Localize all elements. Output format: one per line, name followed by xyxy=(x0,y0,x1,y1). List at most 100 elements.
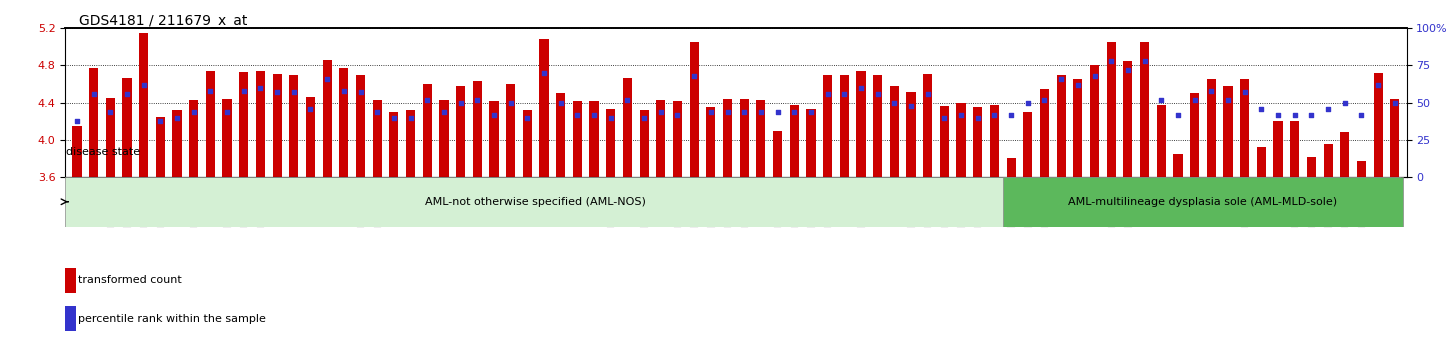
Bar xyxy=(373,100,381,177)
Bar xyxy=(1106,42,1116,177)
Point xyxy=(716,109,740,114)
Bar xyxy=(490,101,499,177)
Bar xyxy=(389,112,399,177)
Point xyxy=(483,112,506,118)
Bar xyxy=(924,74,932,177)
Point xyxy=(1266,112,1289,118)
Point xyxy=(550,100,573,105)
Point xyxy=(349,90,373,95)
Point xyxy=(632,115,655,120)
Point xyxy=(683,73,706,79)
Point xyxy=(283,90,306,95)
Point xyxy=(399,115,422,120)
Point xyxy=(866,91,889,97)
Bar xyxy=(1391,99,1399,177)
Point xyxy=(249,85,273,91)
Bar xyxy=(1273,121,1283,177)
Bar xyxy=(1306,156,1317,177)
Bar xyxy=(573,101,581,177)
Point xyxy=(1366,82,1389,88)
Text: transformed count: transformed count xyxy=(78,275,183,285)
Bar xyxy=(422,84,432,177)
Bar xyxy=(255,71,265,177)
Point xyxy=(532,70,555,76)
Point xyxy=(599,115,622,120)
Bar xyxy=(289,75,299,177)
Bar xyxy=(1340,132,1350,177)
Bar xyxy=(439,100,448,177)
Point xyxy=(265,90,289,95)
Point xyxy=(1232,90,1256,95)
Bar xyxy=(906,92,915,177)
Bar xyxy=(624,79,632,177)
Bar xyxy=(840,75,848,177)
Point xyxy=(999,112,1022,118)
Text: percentile rank within the sample: percentile rank within the sample xyxy=(78,314,267,324)
Bar xyxy=(306,97,315,177)
Bar xyxy=(1040,89,1050,177)
Bar xyxy=(1173,154,1183,177)
Point xyxy=(383,115,406,120)
Bar xyxy=(1206,79,1217,177)
Point xyxy=(132,82,155,88)
Bar xyxy=(1190,93,1199,177)
Bar xyxy=(1006,159,1015,177)
Point xyxy=(149,118,173,123)
Point xyxy=(916,91,940,97)
Point xyxy=(1132,58,1156,64)
Bar xyxy=(990,104,999,177)
Bar xyxy=(188,100,199,177)
Bar xyxy=(690,42,699,177)
Point xyxy=(465,97,489,103)
Point xyxy=(416,97,439,103)
Bar xyxy=(206,71,215,177)
Point xyxy=(1166,112,1189,118)
Bar xyxy=(857,71,866,177)
Point xyxy=(750,109,773,114)
Point xyxy=(1083,73,1106,79)
Point xyxy=(1016,100,1040,105)
Point xyxy=(950,112,973,118)
Bar xyxy=(873,75,882,177)
Bar xyxy=(222,99,232,177)
Point xyxy=(850,85,873,91)
Text: disease state: disease state xyxy=(65,147,139,157)
Point xyxy=(1050,76,1073,82)
Point xyxy=(216,109,239,114)
Bar xyxy=(606,109,615,177)
Point xyxy=(450,100,473,105)
Bar xyxy=(1090,65,1099,177)
Bar xyxy=(773,131,782,177)
Bar xyxy=(473,81,481,177)
Bar xyxy=(757,100,766,177)
Point xyxy=(199,88,222,93)
Point xyxy=(83,91,106,97)
Bar xyxy=(457,86,465,177)
Bar xyxy=(806,109,815,177)
Point xyxy=(699,109,722,114)
Bar xyxy=(72,126,81,177)
Bar xyxy=(940,106,948,177)
Point xyxy=(165,115,188,120)
Point xyxy=(1283,112,1306,118)
Text: GDS4181 / 211679_x_at: GDS4181 / 211679_x_at xyxy=(78,14,246,28)
Point xyxy=(365,109,389,114)
Bar xyxy=(1224,86,1232,177)
Bar xyxy=(539,40,548,177)
Bar xyxy=(890,86,899,177)
Point xyxy=(1217,97,1240,103)
Point xyxy=(65,118,88,123)
Point xyxy=(1116,67,1140,73)
Point xyxy=(732,109,755,114)
Point xyxy=(1299,112,1322,118)
Bar xyxy=(506,84,515,177)
Bar xyxy=(1003,177,1404,227)
Point xyxy=(299,106,322,112)
Bar xyxy=(706,107,715,177)
Bar xyxy=(1140,42,1150,177)
Point xyxy=(332,88,355,93)
Point xyxy=(566,112,589,118)
Bar xyxy=(239,72,248,177)
Text: AML-not otherwise specified (AML-NOS): AML-not otherwise specified (AML-NOS) xyxy=(425,197,647,207)
Bar xyxy=(1157,104,1166,177)
